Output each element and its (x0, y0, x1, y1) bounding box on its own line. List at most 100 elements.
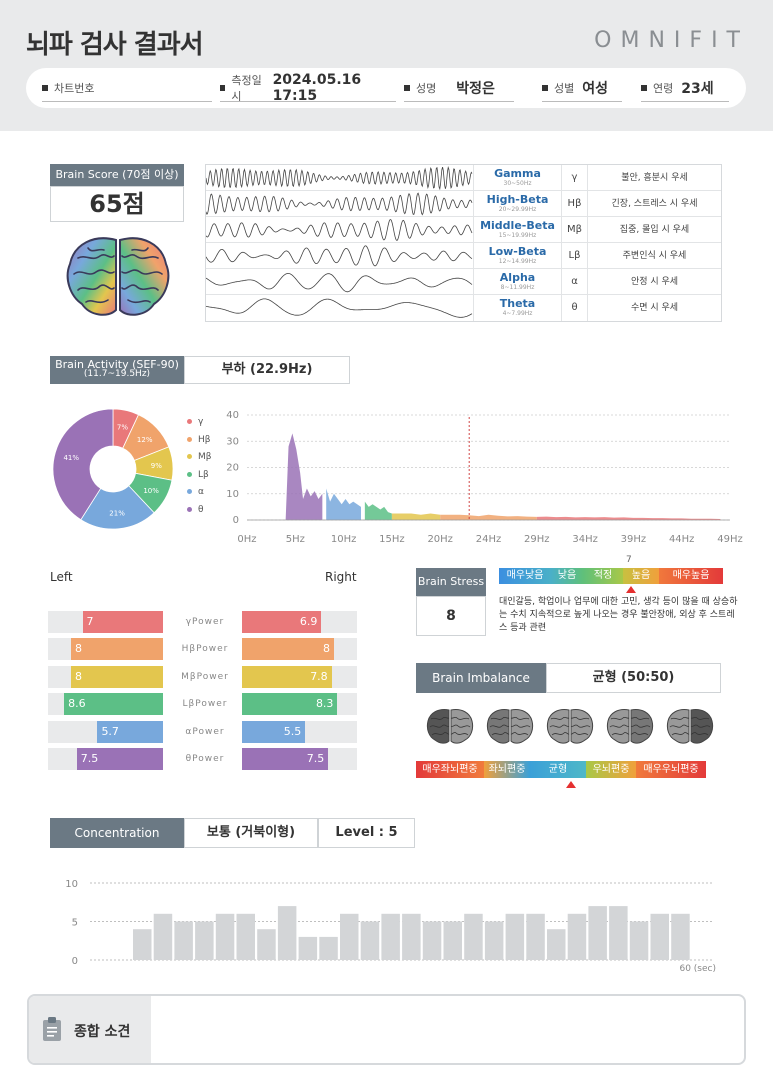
x-tick-label: 20Hz (427, 534, 453, 545)
wave-symbol: Hβ (561, 191, 587, 217)
name-label: 성명 (416, 82, 437, 95)
imbalance-scale-segment: 매우우뇌편중 (636, 761, 706, 778)
x-tick-label: 44Hz (669, 534, 695, 545)
left-power-bar: 5.7 (97, 720, 163, 743)
legend-label: Mβ (198, 452, 212, 462)
x-tick-label: 24Hz (476, 534, 502, 545)
power-label: γPower (185, 617, 225, 627)
x-tick-label: 15Hz (379, 534, 405, 545)
y-tick-label: 20 (226, 463, 239, 474)
concentration-bar (257, 929, 276, 960)
bullet-icon (542, 85, 548, 91)
concentration-bar (567, 913, 587, 960)
stress-scale-segment: 적정 (583, 568, 623, 584)
gender-value: 여성 (582, 81, 609, 97)
concentration-bar (443, 921, 462, 960)
concentration-bar (298, 936, 318, 960)
legend-dot-icon (187, 471, 192, 477)
brain-balance-icon (426, 709, 474, 744)
concentration-bar (153, 913, 173, 960)
brain-stress-label: Brain Stress (416, 568, 486, 596)
stress-scale-segment: 매우높음 (659, 568, 723, 584)
right-power-bar: 8.3 (242, 693, 338, 716)
report-header: 뇌파 검사 결과서 OMNIFIT 차트번호 측정일시 2024.05.16 1… (0, 0, 773, 131)
concentration-bar (340, 913, 359, 960)
left-power-bar: 8.6 (64, 693, 163, 716)
bullet-icon (42, 85, 48, 91)
x-tick-label: 0Hz (237, 534, 256, 545)
left-power-bar: 8 (71, 665, 163, 688)
concentration-bar-chart: 0 5 10 60 (sec) (65, 879, 716, 974)
wave-range: 8~11.99Hz (500, 284, 535, 291)
right-hemisphere-title: Right (325, 570, 357, 584)
y-tick-label: 30 (226, 436, 239, 447)
high-beta-wave-trace (206, 192, 473, 216)
x-tick-label: 49Hz (717, 534, 743, 545)
legend-dot-icon (187, 489, 192, 494)
donut-slice-label: 12% (137, 436, 153, 444)
bullet-icon (404, 85, 410, 91)
donut-slice-5 (52, 408, 114, 521)
concentration-bar (319, 936, 338, 960)
power-label: HβPower (181, 644, 229, 655)
legend-dot-icon (187, 454, 192, 459)
age-field: 연령 23세 (641, 68, 729, 108)
wave-description: 주변인식 시 우세 (587, 243, 721, 269)
donut-slice-label: 41% (63, 454, 79, 462)
wave-symbol: Mβ (561, 217, 587, 243)
patient-info-bar: 차트번호 측정일시 2024.05.16 17:15 성명 박정은 성별 여성 … (26, 68, 746, 108)
x-tick-label: 29Hz (524, 534, 550, 545)
concentration-bar (381, 913, 400, 960)
middle-beta-wave-trace (206, 219, 473, 241)
wave-name: Gamma (494, 167, 541, 180)
y-tick-label: 0 (233, 515, 239, 526)
brain-activity-value: 부하 (22.9Hz) (184, 356, 350, 384)
brain-activity-label: Brain Activity (SEF-90) (11.7~19.5Hz) (50, 356, 184, 384)
concentration-bar (671, 913, 690, 960)
legend-label: γ (198, 417, 204, 427)
wave-description: 안정 시 우세 (587, 269, 721, 295)
stress-scale-segment: 높음 (623, 568, 659, 584)
brain-balance-icon (546, 709, 594, 744)
date-label: 측정일시 (231, 74, 262, 103)
wave-name: Alpha (499, 271, 536, 284)
bullet-icon (641, 85, 647, 91)
concentration-bar (133, 929, 152, 960)
concentration-bar (236, 913, 255, 960)
low-beta-wave-trace (206, 245, 473, 267)
concentration-bar (215, 913, 235, 960)
concentration-bar (505, 913, 525, 960)
brain-balance-icon (666, 709, 714, 744)
legend-item: Lβ (187, 470, 209, 480)
spectrum-band-area-2 (364, 501, 392, 520)
imbalance-scale-segment: 매우좌뇌편중 (416, 761, 484, 778)
power-label: LβPower (182, 699, 228, 710)
brain-score-value: 65점 (50, 186, 184, 222)
wave-row-alpha: Alpha 8~11.99Hz α 안정 시 우세 (206, 269, 721, 295)
report-title: 뇌파 검사 결과서 (26, 30, 204, 60)
wave-name: Middle-Beta (480, 219, 555, 232)
power-label: θPower (185, 754, 225, 764)
concentration-level: Level : 5 (318, 818, 415, 848)
spectrum-band-area-1 (326, 488, 361, 520)
gamma-wave-trace (206, 165, 473, 191)
wave-row-high-beta: High-Beta 20~29.99Hz Hβ 긴장, 스트레스 시 우세 (206, 191, 721, 217)
gender-field: 성별 여성 (542, 68, 622, 108)
left-power-bar: 7.5 (76, 748, 163, 770)
left-hemisphere-title: Left (50, 570, 73, 584)
y-tick-label: 5 (72, 918, 78, 929)
concentration-bar (360, 921, 380, 960)
x-end-label: 60 (sec) (679, 964, 716, 974)
spectrum-band-area-3 (391, 513, 441, 520)
wave-row-gamma: Gamma 30~50Hz γ 불안, 흥분시 우세 (206, 165, 721, 191)
brain-balance-icon (606, 709, 654, 744)
concentration-bar (526, 913, 545, 960)
x-tick-label: 34Hz (572, 534, 598, 545)
wave-range: 12~14.99Hz (498, 258, 537, 265)
brain-stress-value: 8 (416, 596, 486, 636)
legend-item: Hβ (187, 435, 211, 445)
wave-name: Low-Beta (488, 245, 547, 258)
wave-description: 수면 시 우세 (587, 295, 721, 321)
legend-item: α (187, 487, 204, 497)
spectrum-band-area-0 (285, 433, 323, 520)
